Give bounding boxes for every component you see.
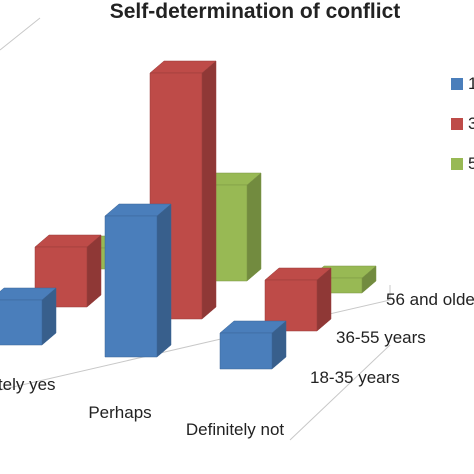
x-tick-label: Definitely yes xyxy=(0,375,56,394)
bar-front xyxy=(104,215,158,358)
legend-label: 56 and older xyxy=(468,154,474,173)
bar-side xyxy=(156,203,172,358)
bar xyxy=(104,203,172,358)
bar-front xyxy=(264,279,318,332)
bar-front xyxy=(0,299,43,346)
bar xyxy=(264,267,332,332)
bar xyxy=(219,320,287,370)
bar-side xyxy=(86,234,102,308)
chart-title: Self-determination of conflict xyxy=(109,0,401,23)
depth-tick-label: 36-55 years xyxy=(336,328,426,347)
bar-side xyxy=(246,172,262,282)
legend-label: 36-55 years xyxy=(468,114,474,133)
legend-label: 18-35 years xyxy=(468,74,474,93)
legend-swatch xyxy=(451,78,463,90)
x-tick-label: Perhaps xyxy=(88,403,152,422)
walls xyxy=(0,17,391,441)
legend-swatch xyxy=(451,118,463,130)
depth-tick-label: 18-35 years xyxy=(310,368,400,387)
x-tick-label: Definitely not xyxy=(185,420,285,439)
bar-front xyxy=(219,332,273,370)
bar xyxy=(0,287,57,346)
bar-side xyxy=(201,60,217,320)
legend-swatch xyxy=(451,158,463,170)
depth-tick-label: 56 and older xyxy=(386,290,474,309)
